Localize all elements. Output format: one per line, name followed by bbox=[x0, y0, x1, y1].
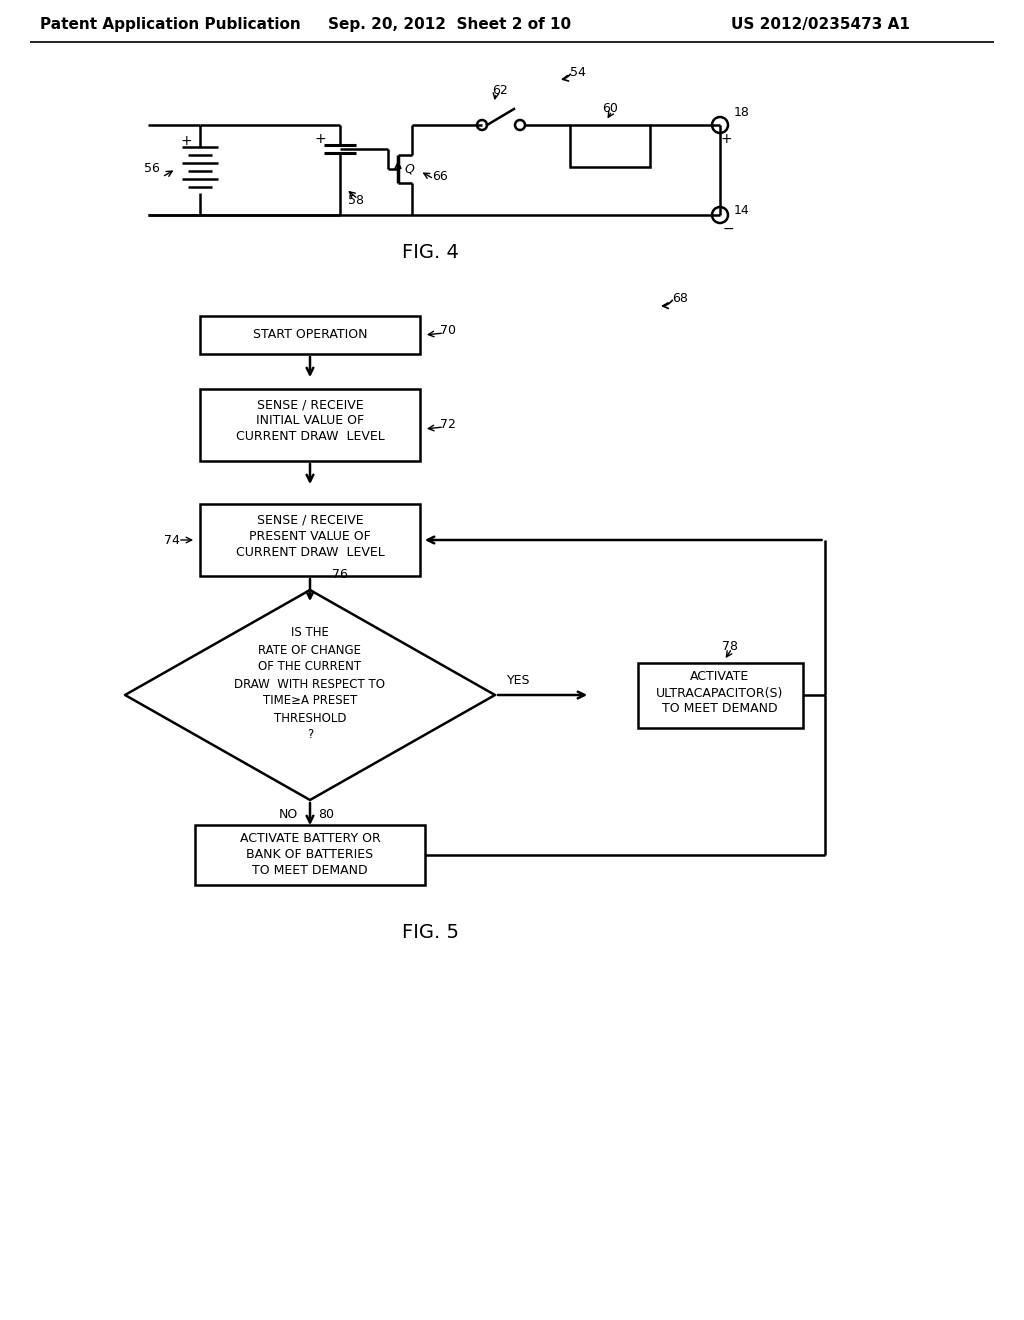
Text: NO: NO bbox=[279, 808, 298, 821]
Text: 66: 66 bbox=[432, 170, 447, 183]
Text: PRESENT VALUE OF: PRESENT VALUE OF bbox=[249, 529, 371, 543]
Text: +: + bbox=[314, 132, 326, 147]
Text: 76: 76 bbox=[332, 568, 348, 581]
Text: 62: 62 bbox=[492, 84, 508, 98]
Text: 70: 70 bbox=[440, 325, 456, 338]
Text: ACTIVATE: ACTIVATE bbox=[690, 671, 750, 684]
Text: ACTIVATE BATTERY OR: ACTIVATE BATTERY OR bbox=[240, 832, 380, 845]
Bar bbox=[638, 663, 803, 727]
Text: −: − bbox=[722, 222, 734, 236]
Text: THRESHOLD: THRESHOLD bbox=[273, 711, 346, 725]
Text: 58: 58 bbox=[348, 194, 364, 206]
Text: SENSE / RECEIVE: SENSE / RECEIVE bbox=[257, 399, 364, 412]
Text: 80: 80 bbox=[318, 808, 334, 821]
Text: 14: 14 bbox=[734, 203, 750, 216]
Text: START OPERATION: START OPERATION bbox=[253, 329, 368, 342]
Text: +: + bbox=[180, 135, 191, 148]
Text: FIG. 4: FIG. 4 bbox=[401, 243, 459, 261]
Text: TIME≥A PRESET: TIME≥A PRESET bbox=[263, 694, 357, 708]
Text: Patent Application Publication: Patent Application Publication bbox=[40, 17, 300, 33]
Text: 72: 72 bbox=[440, 418, 456, 432]
Text: Q: Q bbox=[404, 162, 414, 176]
Text: TO MEET DEMAND: TO MEET DEMAND bbox=[252, 863, 368, 876]
Text: 60: 60 bbox=[602, 103, 617, 116]
Text: +: + bbox=[720, 132, 732, 147]
Bar bbox=[200, 389, 420, 461]
Text: 74: 74 bbox=[164, 533, 180, 546]
Text: US 2012/0235473 A1: US 2012/0235473 A1 bbox=[730, 17, 909, 33]
Bar bbox=[195, 825, 425, 884]
Text: ULTRACAPACITOR(S): ULTRACAPACITOR(S) bbox=[656, 686, 783, 700]
Text: 54: 54 bbox=[570, 66, 586, 78]
Text: DRAW  WITH RESPECT TO: DRAW WITH RESPECT TO bbox=[234, 677, 385, 690]
Text: FIG. 5: FIG. 5 bbox=[401, 923, 459, 941]
Text: ?: ? bbox=[307, 729, 313, 742]
Text: RATE OF CHANGE: RATE OF CHANGE bbox=[258, 644, 361, 656]
Text: Sep. 20, 2012  Sheet 2 of 10: Sep. 20, 2012 Sheet 2 of 10 bbox=[329, 17, 571, 33]
Text: OF THE CURRENT: OF THE CURRENT bbox=[258, 660, 361, 673]
Text: CURRENT DRAW  LEVEL: CURRENT DRAW LEVEL bbox=[236, 545, 384, 558]
Text: TO MEET DEMAND: TO MEET DEMAND bbox=[663, 702, 778, 715]
Bar bbox=[570, 125, 650, 168]
Text: 56: 56 bbox=[144, 162, 160, 176]
Bar bbox=[200, 315, 420, 354]
Text: YES: YES bbox=[507, 675, 530, 688]
Text: 18: 18 bbox=[734, 107, 750, 120]
Text: 68: 68 bbox=[672, 292, 688, 305]
Text: 78: 78 bbox=[722, 640, 738, 653]
Text: CURRENT DRAW  LEVEL: CURRENT DRAW LEVEL bbox=[236, 430, 384, 444]
Bar bbox=[200, 504, 420, 576]
Text: BANK OF BATTERIES: BANK OF BATTERIES bbox=[247, 847, 374, 861]
Text: IS THE: IS THE bbox=[291, 627, 329, 639]
Text: INITIAL VALUE OF: INITIAL VALUE OF bbox=[256, 414, 365, 428]
Text: SENSE / RECEIVE: SENSE / RECEIVE bbox=[257, 513, 364, 527]
